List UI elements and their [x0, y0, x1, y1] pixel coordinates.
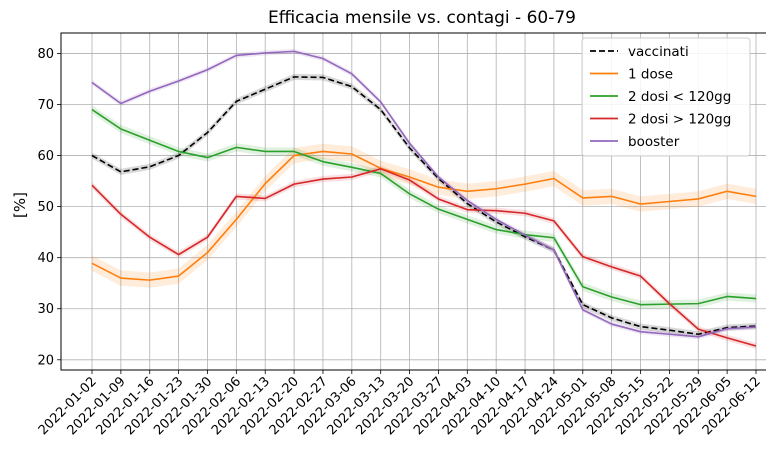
- legend-entry: booster: [628, 134, 680, 150]
- chart-title: Efficacia mensile vs. contagi - 60-79: [268, 8, 576, 28]
- confidence-bands: [92, 48, 756, 350]
- series-line: [91, 150, 757, 281]
- grid: [61, 33, 766, 370]
- legend-entry: 2 dosi > 120gg: [628, 112, 731, 128]
- y-tick-label: 30: [37, 302, 54, 317]
- series-line: [91, 108, 757, 306]
- series-line: [91, 50, 757, 338]
- series-line: [91, 168, 757, 347]
- y-ticks: 20 30 40 50 60 70 80: [37, 47, 61, 368]
- legend-box: [581, 37, 751, 157]
- y-tick-label: 70: [37, 98, 54, 113]
- y-tick-label: 50: [37, 200, 54, 215]
- series-line: [91, 76, 757, 336]
- series-band: [92, 143, 756, 288]
- series-lines: [91, 50, 757, 347]
- y-tick-label: 80: [37, 47, 54, 62]
- plot-frame: [60, 32, 766, 371]
- y-axis-label: [%]: [11, 192, 29, 218]
- x-ticks: 2022-01-022022-01-092022-01-162022-01-23…: [36, 370, 764, 438]
- legend-entry: 1 dose: [628, 67, 673, 83]
- y-tick-label: 20: [37, 353, 54, 368]
- legend: vaccinati 1 dose 2 dosi < 120gg 2 dosi > 12…: [581, 37, 751, 157]
- legend-entry: 2 dosi < 120gg: [628, 89, 731, 105]
- y-tick-label: 60: [37, 149, 54, 164]
- legend-entry: vaccinati: [628, 44, 689, 60]
- y-tick-label: 40: [37, 251, 54, 266]
